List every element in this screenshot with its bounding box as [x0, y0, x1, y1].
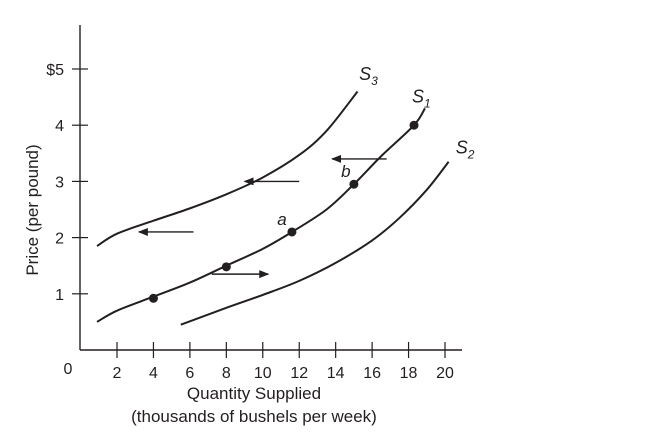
curve-label-s1: S1	[412, 87, 431, 111]
curve-point	[349, 179, 359, 189]
x-tick-label: 2	[113, 365, 122, 382]
supply-curve-s3	[96, 90, 359, 247]
x-tick-label: 12	[290, 365, 308, 382]
point-label-a: a	[277, 210, 286, 229]
y-tick-label: $5	[46, 62, 64, 79]
curve-point	[287, 227, 297, 237]
curve-label-letter: S	[412, 87, 424, 107]
y-tick-label: 4	[55, 118, 64, 135]
curve-label-letter: S	[456, 137, 468, 157]
curve-label-subscript: 1	[424, 97, 431, 111]
supply-curve-s2	[180, 161, 450, 326]
curve-label-letter: S	[359, 64, 371, 84]
x-tick-label: 20	[436, 365, 454, 382]
curve-label-subscript: 3	[371, 74, 378, 88]
y-tick-label: 2	[55, 231, 64, 248]
x-tick-label: 8	[222, 365, 231, 382]
y-ticks: 1 2 3 4 $5	[46, 62, 88, 304]
y-tick-label: 3	[55, 174, 64, 191]
x-tick-label: 4	[149, 365, 158, 382]
curve-points: ab	[148, 120, 419, 303]
supply-curves	[96, 90, 450, 326]
x-tick-label: 18	[400, 365, 418, 382]
x-tick-label: 14	[327, 365, 345, 382]
x-tick-label: 10	[254, 365, 272, 382]
shift-arrows	[137, 154, 387, 279]
x-axis-label: Quantity Supplied	[187, 384, 321, 403]
curve-point	[409, 120, 419, 130]
axes	[79, 25, 462, 351]
y-axis-label: Price (per pound)	[23, 144, 42, 275]
y-tick-label: 1	[55, 287, 64, 304]
x-tick-label: 16	[363, 365, 381, 382]
origin-label: 0	[64, 361, 73, 378]
curve-label-s2: S2	[456, 137, 475, 161]
x-tick-label: 6	[185, 365, 194, 382]
supply-curve-s1	[96, 107, 426, 323]
x-ticks: 2 4 6 8 10 12 14 16 18 20	[113, 342, 454, 382]
curve-label-subscript: 2	[467, 147, 475, 161]
curve-label-s3: S3	[359, 64, 378, 88]
curve-point	[148, 293, 158, 303]
x-axis-sublabel: (thousands of bushels per week)	[131, 407, 377, 426]
point-label-b: b	[341, 162, 350, 181]
curve-point	[221, 262, 231, 272]
